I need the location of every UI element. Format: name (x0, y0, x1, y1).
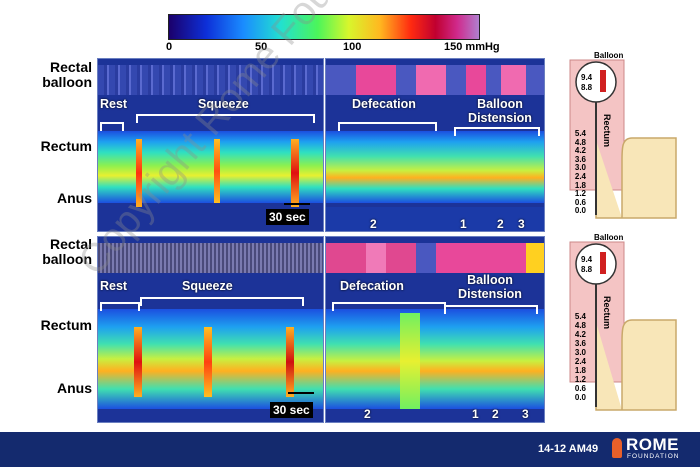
probe-bottom-value-1: 9.4 (581, 255, 593, 264)
top-left-manometry-plot: Rest Squeeze 30 sec (97, 58, 324, 232)
bottom-right-manometry-plot: Defecation Balloon Distension 2 1 2 3 (325, 236, 545, 423)
marker-bottom-2: 1 (472, 407, 479, 421)
colorbar-tick-100: 100 (343, 41, 362, 53)
label-rectal-balloon-bottom: Rectal balloon (42, 236, 92, 267)
marker-top-2: 1 (460, 217, 467, 231)
brace-rest-bottom (100, 302, 140, 311)
colorbar-tick-0: 0 (166, 41, 173, 53)
label-anus-bottom: Anus (57, 380, 92, 396)
probe-bottom-rectum-label: Rectum (602, 296, 612, 330)
marker-top-1: 2 (370, 217, 377, 231)
annotation-defecation-top: Defecation (352, 97, 416, 111)
probe-bottom-title: Balloon (594, 233, 624, 242)
probe-top-rectum-label: Rectum (602, 114, 612, 148)
rome-logo-flame-icon (612, 438, 622, 458)
top-right-manometry-plot: Defecation Balloon Distension 2 1 2 3 (325, 58, 545, 232)
rome-logo-subtext: FOUNDATION (627, 453, 680, 460)
brace-rest-top (100, 122, 124, 131)
annotation-squeeze-bottom: Squeeze (182, 279, 233, 293)
probe-diagram-top: Balloon 9.4 8.8 Rectum 5.4 4.8 4.2 3.6 3.0 2.… (556, 50, 690, 230)
label-rectum-top: Rectum (40, 138, 92, 154)
brace-squeeze-bottom (140, 297, 304, 306)
probe-diagram-bottom: Balloon 9.4 8.8 Rectum 5.4 4.8 4.2 3.6 3.0 2.… (556, 232, 690, 420)
annotation-rest-top: Rest (100, 97, 128, 111)
probe-top-title: Balloon (594, 51, 624, 60)
brace-defecation-bottom (332, 302, 446, 311)
annotation-balloon-distension-bottom: Balloon Distension (458, 273, 522, 301)
annotation-defecation-bottom: Defecation (340, 279, 404, 293)
time-scale-top: 30 sec (266, 209, 309, 225)
brace-defecation-top (338, 122, 437, 131)
marker-top-4: 3 (518, 217, 525, 231)
colorbar-tick-150: 150 mmHg (444, 41, 500, 53)
probe-top-value-2: 8.8 (581, 83, 593, 92)
annotation-balloon-distension-top: Balloon Distension (468, 97, 532, 125)
time-scale-bottom: 30 sec (270, 402, 313, 418)
annotation-rest-bottom: Rest (100, 279, 128, 293)
annotation-squeeze-top: Squeeze (198, 97, 249, 111)
probe-top-value-1: 9.4 (581, 73, 593, 82)
marker-top-3: 2 (497, 217, 504, 231)
probe-top-depth-scale: 5.4 4.8 4.2 3.6 3.0 2.4 1.8 1.2 0.6 0.0 (574, 129, 586, 216)
rome-logo-text: ROME (626, 435, 679, 454)
marker-bottom-3: 2 (492, 407, 499, 421)
bottom-left-manometry-plot: Rest Squeeze 30 sec (97, 236, 324, 423)
brace-squeeze-top (136, 114, 315, 123)
brace-distension-bottom (444, 305, 538, 314)
probe-bottom-value-2: 8.8 (581, 265, 593, 274)
label-rectum-bottom: Rectum (40, 317, 92, 333)
marker-bottom-4: 3 (522, 407, 529, 421)
colorbar-tick-50: 50 (255, 41, 268, 53)
footer-bar: 14-12 AM49 ROME FOUNDATION (0, 432, 700, 467)
marker-bottom-1: 2 (364, 407, 371, 421)
slide-code: 14-12 AM49 (538, 443, 599, 455)
pressure-color-scale (168, 14, 480, 40)
label-rectal-balloon-top: Rectal balloon (42, 59, 92, 90)
probe-bottom-depth-scale: 5.4 4.8 4.2 3.6 3.0 2.4 1.8 1.2 0.6 0.0 (574, 312, 586, 402)
label-anus-top: Anus (57, 190, 92, 206)
brace-distension-top (454, 127, 540, 136)
